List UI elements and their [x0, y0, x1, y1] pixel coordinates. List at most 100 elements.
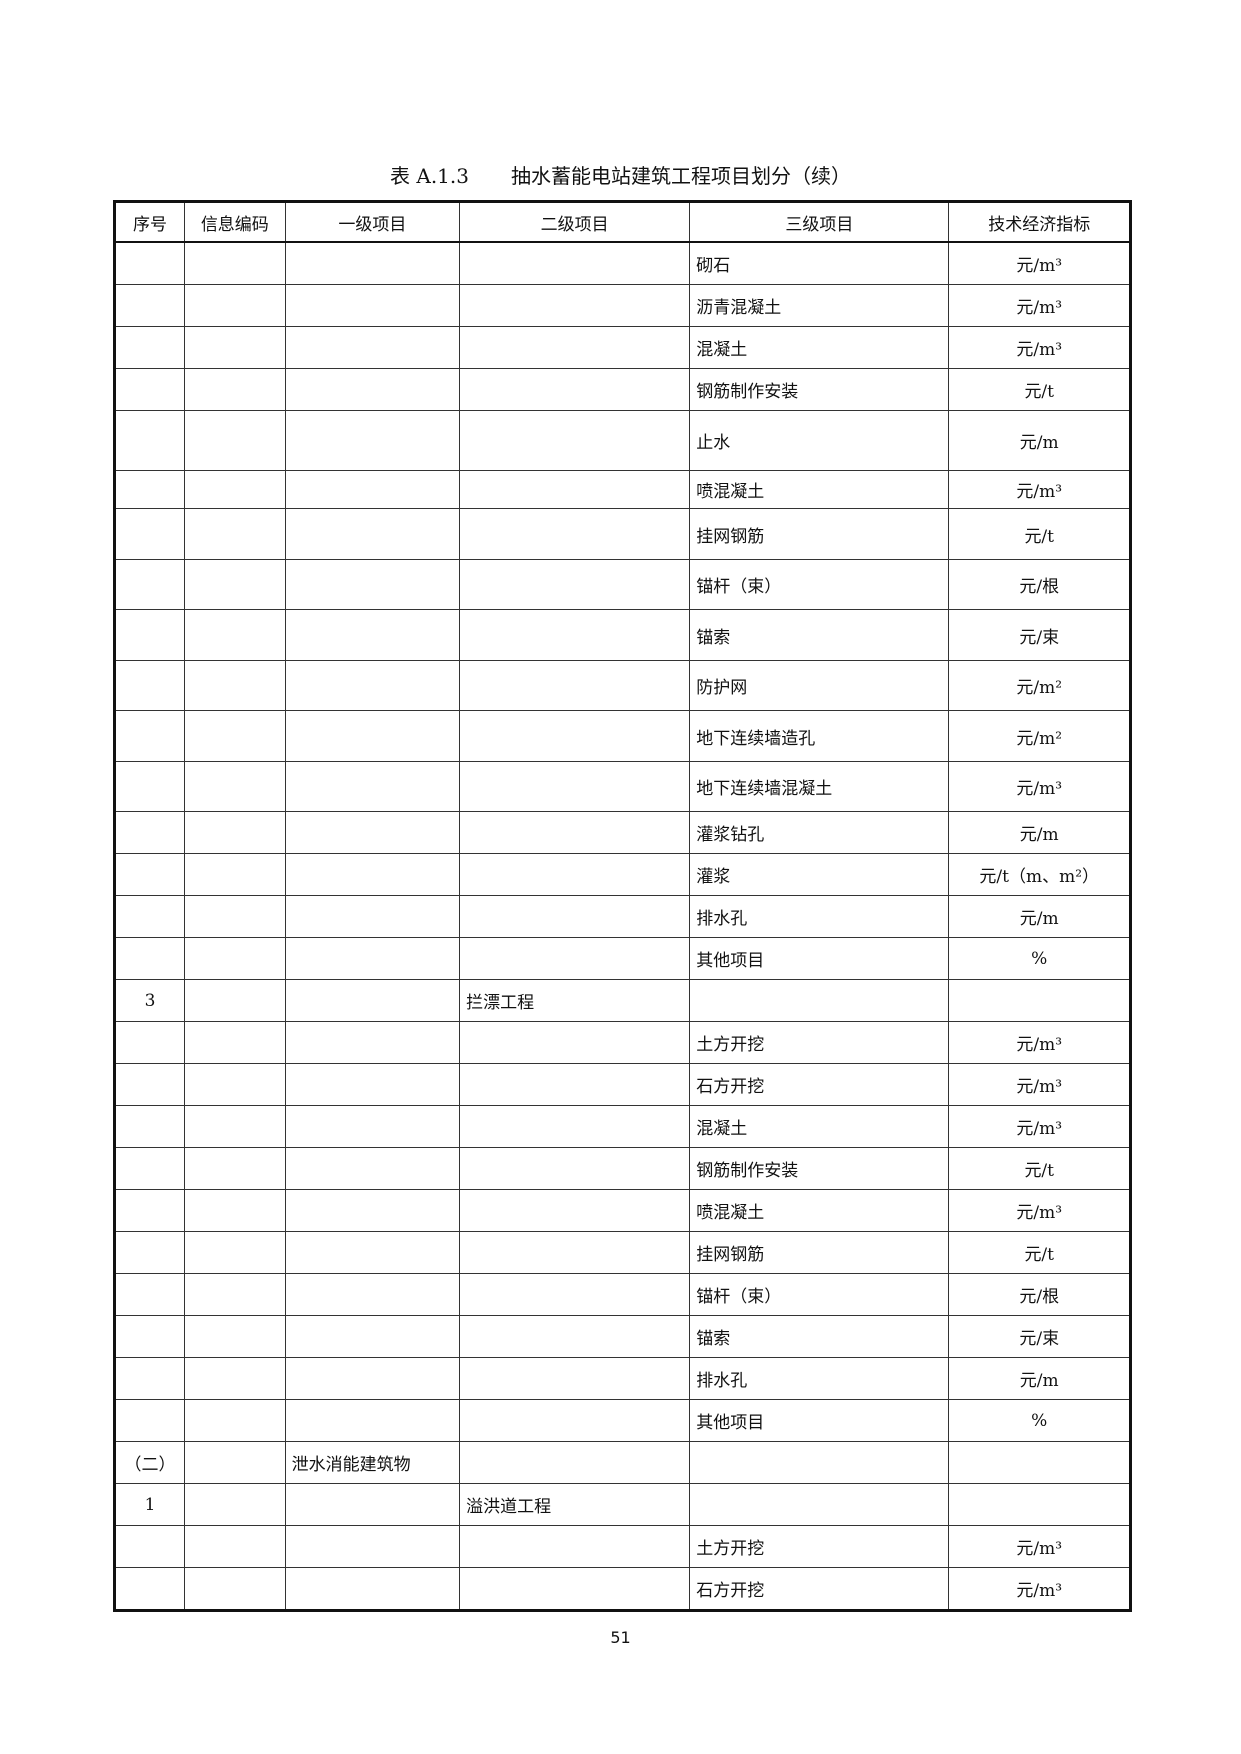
cell-level1 [284, 1525, 461, 1568]
cell-level1 [284, 284, 461, 327]
cell-code [183, 1441, 286, 1484]
table-row: 锚杆（束） 元/根 [114, 559, 1131, 610]
cell-code [183, 895, 286, 938]
cell-seq [114, 326, 185, 369]
cell-code [183, 1189, 286, 1232]
cell-indicator: 元/m [948, 895, 1131, 938]
cell-level2 [459, 1189, 691, 1232]
cell-seq [114, 1231, 185, 1274]
table-row: 挂网钢筋 元/t [114, 1231, 1131, 1274]
col-header-seq: 序号 [114, 201, 185, 243]
cell-level2 [459, 410, 691, 471]
cell-code [183, 937, 286, 980]
cell-seq [114, 284, 185, 327]
cell-seq [114, 1567, 185, 1611]
cell-level3: 地下连续墙混凝土 [689, 761, 950, 812]
cell-seq [114, 241, 185, 285]
cell-level1 [284, 470, 461, 509]
cell-level2 [459, 241, 691, 285]
cell-level2 [459, 937, 691, 980]
cell-level1 [284, 853, 461, 896]
table-row: 排水孔 元/m [114, 1357, 1131, 1400]
cell-level3: 沥青混凝土 [689, 284, 950, 327]
cell-indicator: 元/m³ [948, 470, 1131, 509]
cell-level1 [284, 710, 461, 762]
cell-code [183, 1399, 286, 1442]
cell-code [183, 853, 286, 896]
table-number: 表 A.1.3 [390, 164, 469, 188]
cell-level2 [459, 710, 691, 762]
cell-indicator [948, 979, 1131, 1022]
cell-indicator: 元/m [948, 811, 1131, 854]
table-row: 止水 元/m [114, 410, 1131, 471]
cell-level2 [459, 470, 691, 509]
cell-code [183, 241, 286, 285]
table-title: 抽水蓄能电站建筑工程项目划分（续） [510, 164, 851, 188]
cell-level1 [284, 1357, 461, 1400]
cell-level1 [284, 979, 461, 1022]
cell-level2 [459, 1273, 691, 1316]
cell-level2 [459, 326, 691, 369]
cell-indicator: 元/t [948, 368, 1131, 411]
cell-level1 [284, 508, 461, 560]
cell-code [183, 710, 286, 762]
table-row: 砌石 元/m³ [114, 241, 1131, 285]
cell-code [183, 1483, 286, 1526]
table-row: 土方开挖 元/m³ [114, 1525, 1131, 1568]
cell-level3: 喷混凝土 [689, 470, 950, 509]
cell-code [183, 811, 286, 854]
cell-level2 [459, 1399, 691, 1442]
cell-indicator: 元/m² [948, 660, 1131, 711]
table-row: 灌浆 元/t（m、m²） [114, 853, 1131, 896]
cell-level1 [284, 1567, 461, 1611]
cell-level1 [284, 1147, 461, 1190]
cell-level3: 石方开挖 [689, 1567, 950, 1611]
cell-indicator: 元/束 [948, 609, 1131, 661]
cell-indicator: 元/m [948, 1357, 1131, 1400]
cell-level3: 锚杆（束） [689, 1273, 950, 1316]
cell-seq [114, 1105, 185, 1148]
cell-level2 [459, 1441, 691, 1484]
cell-level3: 混凝土 [689, 326, 950, 369]
cell-level3: 钢筋制作安装 [689, 368, 950, 411]
cell-seq [114, 1399, 185, 1442]
cell-seq [114, 559, 185, 610]
table-row: 喷混凝土 元/m³ [114, 1189, 1131, 1232]
cell-level1 [284, 1483, 461, 1526]
cell-level1 [284, 761, 461, 812]
cell-seq [114, 470, 185, 509]
cell-code [183, 1105, 286, 1148]
cell-level1 [284, 326, 461, 369]
cell-indicator: 元/m³ [948, 1063, 1131, 1106]
cell-level2 [459, 284, 691, 327]
cell-indicator: 元/束 [948, 1315, 1131, 1358]
cell-level3: 排水孔 [689, 1357, 950, 1400]
table-row: 石方开挖 元/m³ [114, 1567, 1131, 1611]
col-header-level1: 一级项目 [284, 201, 461, 243]
cell-level3: 土方开挖 [689, 1525, 950, 1568]
cell-level3: 止水 [689, 410, 950, 471]
cell-seq [114, 761, 185, 812]
cell-code [183, 1021, 286, 1064]
cell-level2: 拦漂工程 [459, 979, 691, 1022]
cell-code [183, 1357, 286, 1400]
cell-seq [114, 1525, 185, 1568]
col-header-level2: 二级项目 [459, 201, 691, 243]
cell-level3: 灌浆 [689, 853, 950, 896]
cell-indicator: 元/t [948, 1231, 1131, 1274]
cell-code [183, 1063, 286, 1106]
cell-level2 [459, 1147, 691, 1190]
cell-level3: 钢筋制作安装 [689, 1147, 950, 1190]
cell-indicator: 元/m² [948, 710, 1131, 762]
table-body: 砌石 元/m³ 沥青混凝土 元/m³ 混凝土 元/m³ 钢筋制作安装 元/t 止水 元/m 喷混凝土… [114, 241, 1131, 1611]
cell-level3: 地下连续墙造孔 [689, 710, 950, 762]
cell-seq [114, 609, 185, 661]
cell-level1 [284, 1315, 461, 1358]
cell-level2 [459, 559, 691, 610]
cell-level1 [284, 1021, 461, 1064]
cell-indicator: 元/m³ [948, 1021, 1131, 1064]
cell-level3: 防护网 [689, 660, 950, 711]
cell-indicator: 元/根 [948, 559, 1131, 610]
cell-level2 [459, 1231, 691, 1274]
cell-indicator: 元/t [948, 508, 1131, 560]
